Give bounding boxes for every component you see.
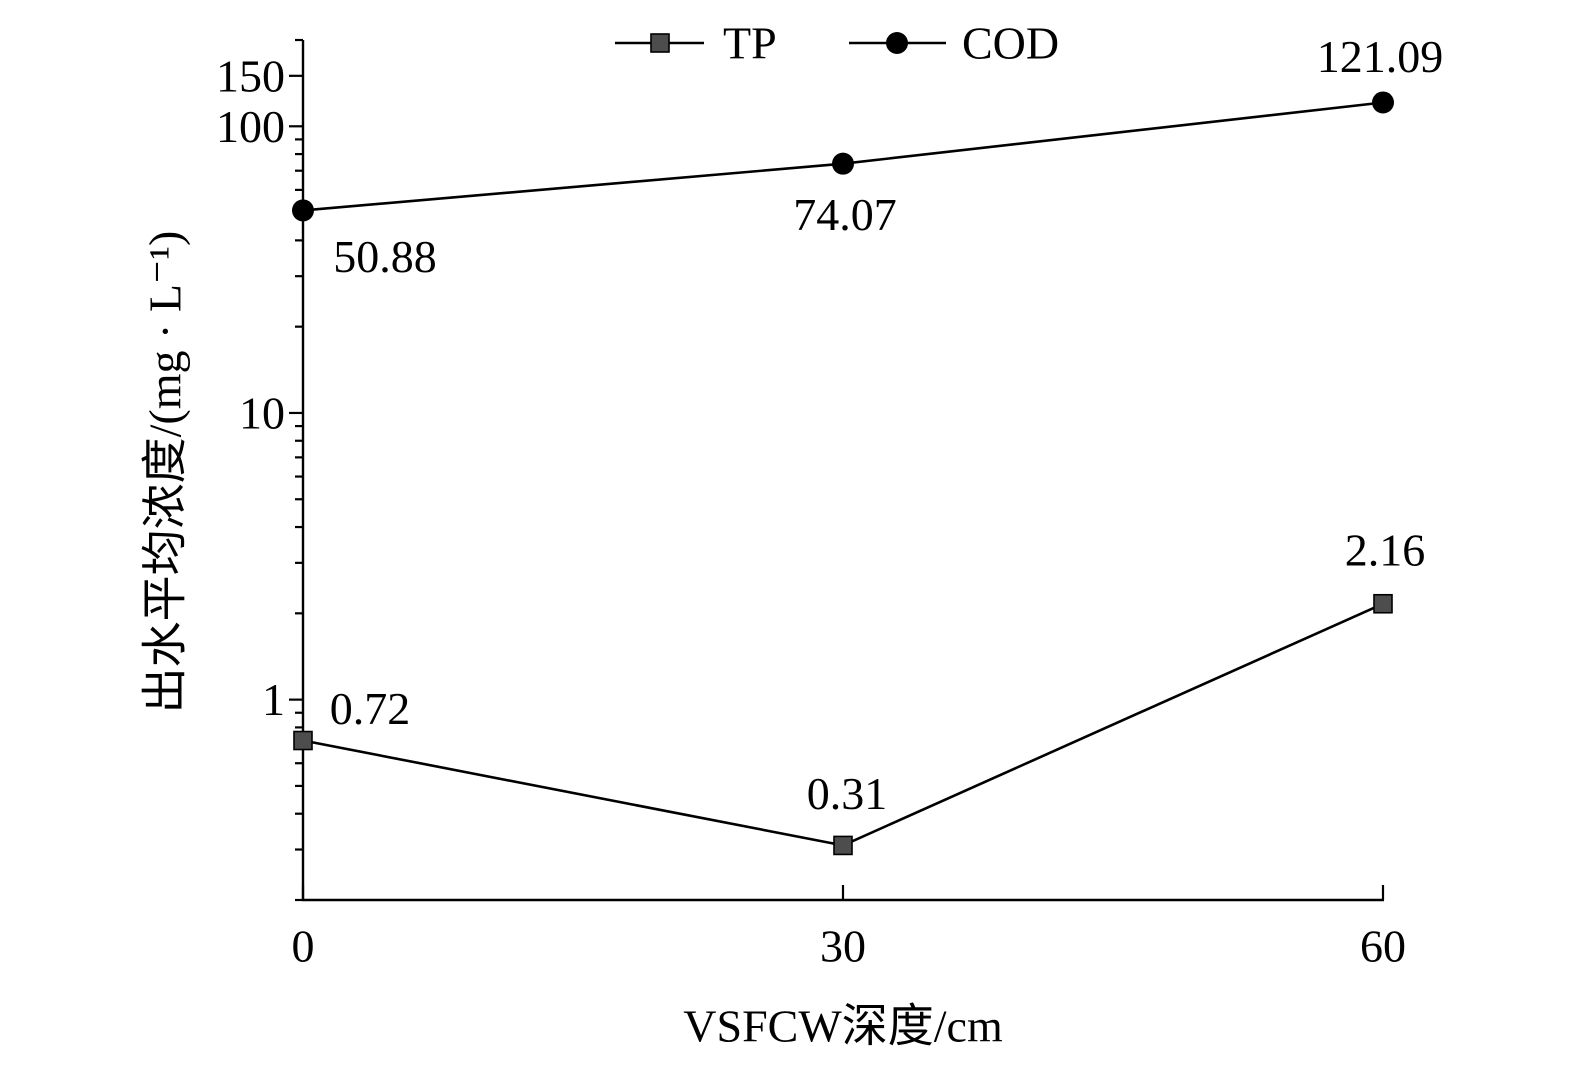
legend-tp-square-marker (650, 33, 670, 53)
legend: TP COD (615, 18, 1059, 69)
y-tick-label: 1 (262, 674, 285, 725)
y-tick-label: 100 (216, 101, 285, 152)
y-tick-label: 150 (216, 50, 285, 101)
legend-cod-circle-marker (886, 32, 908, 54)
data-point-tp (1373, 593, 1393, 614)
y-axis-label: 出水平均浓度/(mg · L⁻¹) (140, 231, 191, 714)
legend-tp-label: TP (723, 18, 777, 69)
x-tick-label: 0 (292, 921, 315, 972)
data-label-tp: 0.31 (807, 768, 888, 819)
legend-cod-label: COD (962, 18, 1059, 69)
series-layer (292, 91, 1394, 856)
x-axis-ticks: 0 30 60 (292, 885, 1406, 972)
data-point-tp (293, 730, 313, 751)
x-tick-label: 60 (1360, 921, 1406, 972)
data-label-cod: 121.09 (1317, 31, 1444, 82)
data-point-cod (832, 152, 854, 175)
legend-item-cod: COD (849, 18, 1059, 69)
data-label-cod: 50.88 (333, 231, 437, 282)
x-axis-label: VSFCW深度/cm (683, 1001, 1003, 1052)
data-point-cod (292, 199, 314, 222)
legend-item-tp: TP (615, 18, 777, 69)
y-tick-label: 10 (239, 387, 285, 438)
data-point-cod (1372, 91, 1394, 114)
data-label-tp: 0.72 (330, 683, 411, 734)
data-label-cod: 74.07 (793, 189, 897, 240)
data-label-tp: 2.16 (1345, 524, 1426, 575)
x-tick-label: 30 (820, 921, 866, 972)
data-label-layer: 0.72 0.31 2.16 50.88 74.07 121.09 (330, 31, 1444, 819)
data-point-tp (833, 835, 853, 856)
